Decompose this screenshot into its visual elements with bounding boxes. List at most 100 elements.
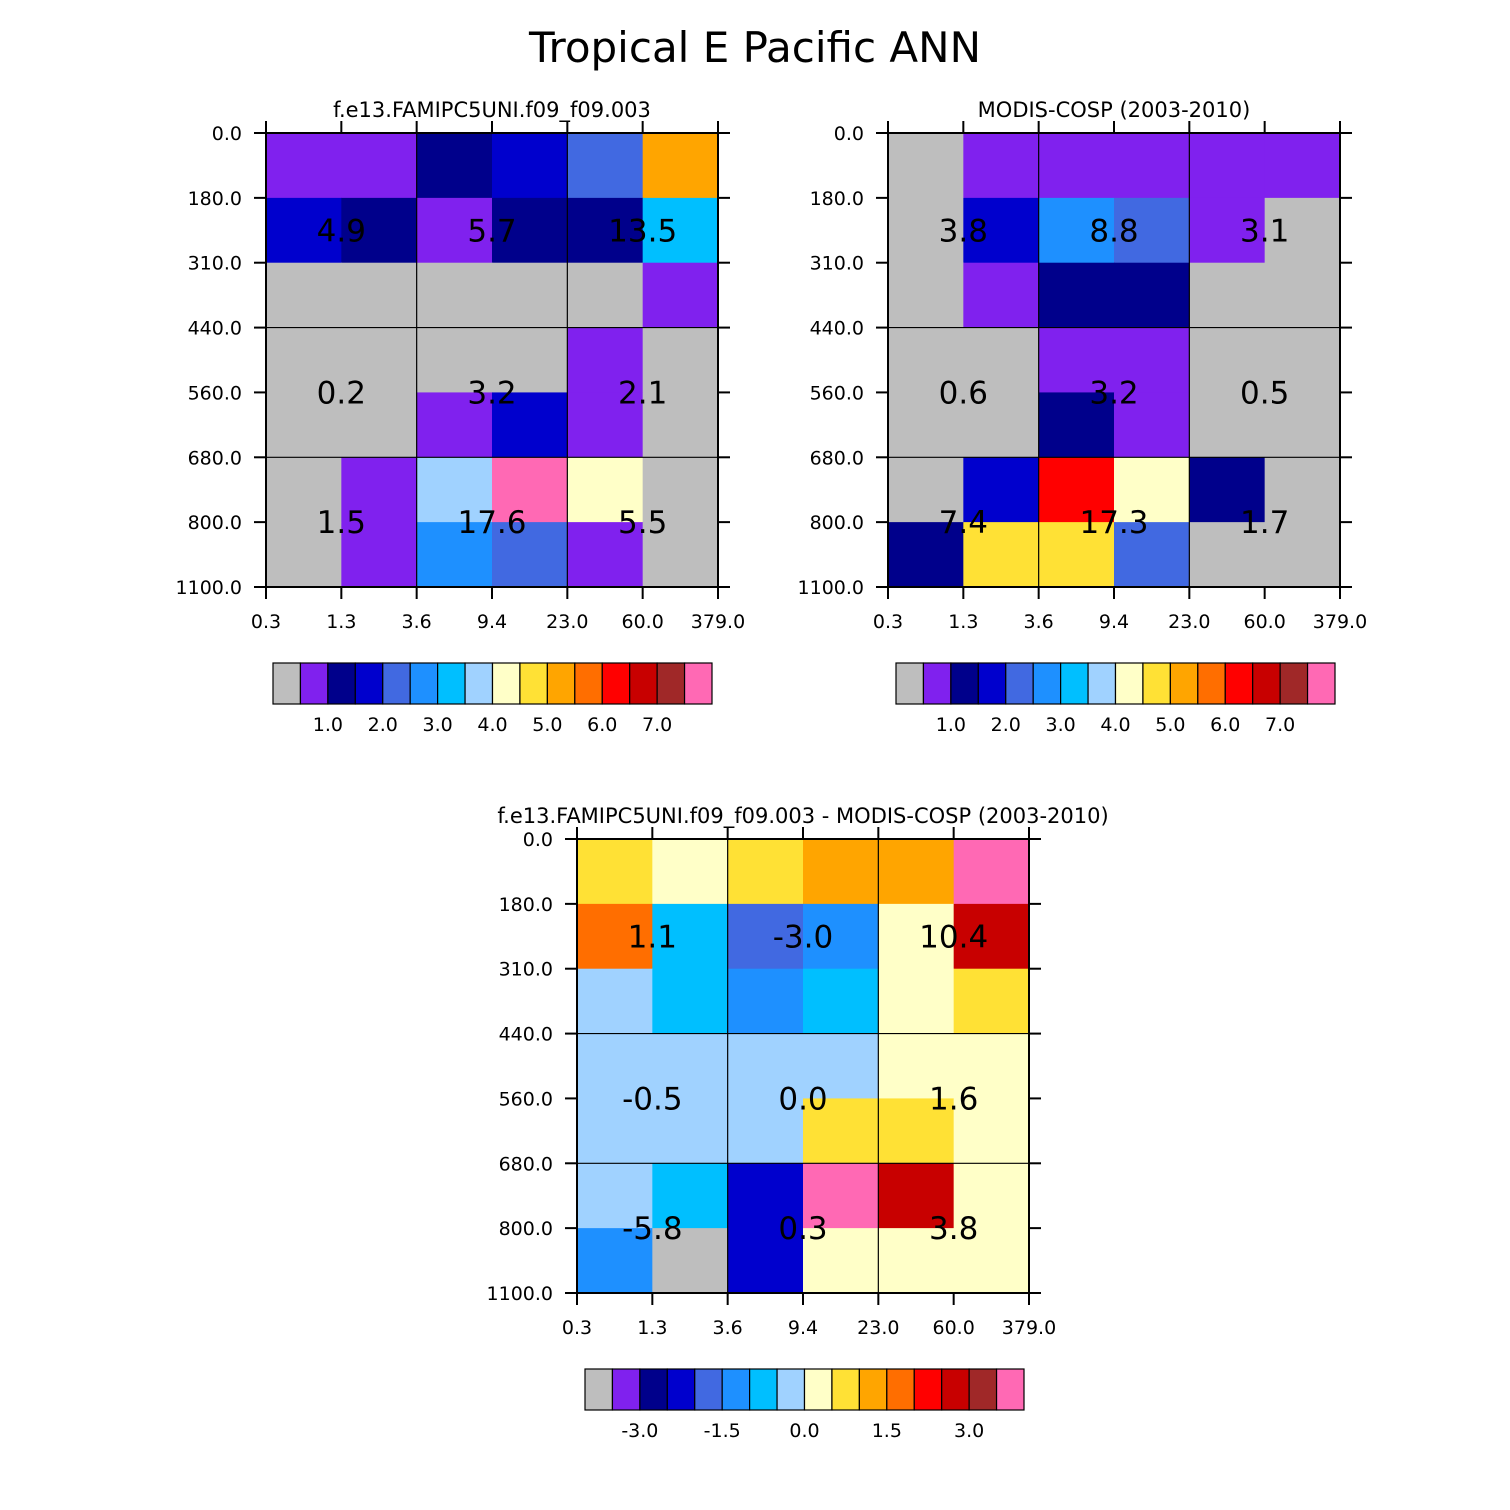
model-cell — [567, 133, 644, 199]
obs-y-tick-label: 440.0 — [810, 318, 864, 340]
model-y-tick-label: 180.0 — [188, 188, 242, 210]
obs-cell — [888, 457, 964, 523]
obs-colorbar-swatch — [1279, 662, 1309, 705]
obs-cell — [1189, 262, 1266, 329]
obs-colorbar-swatch — [1197, 662, 1226, 705]
obs-x-tick-label: 9.4 — [1099, 611, 1129, 633]
diff-cell — [803, 1033, 879, 1099]
model-x-tick-label: 1.3 — [326, 611, 356, 633]
obs-cell — [963, 133, 1040, 199]
model-colorbar-swatch — [299, 662, 329, 705]
diff-cell — [577, 903, 653, 970]
diff-cell — [652, 1163, 729, 1229]
obs-cell — [1114, 457, 1190, 523]
obs-colorbar-swatch — [1169, 662, 1199, 705]
model-cell — [416, 457, 493, 523]
obs-y-tick-label: 310.0 — [810, 253, 864, 275]
model-cell — [567, 197, 644, 264]
model-cell — [642, 522, 719, 588]
model-cell — [492, 197, 568, 264]
obs-colorbar-swatch — [1114, 662, 1144, 705]
obs-colorbar-label: 2.0 — [991, 714, 1021, 736]
model-y-tick-label: 0.0 — [212, 123, 242, 145]
model-cell — [341, 327, 418, 393]
model-colorbar-swatch — [354, 662, 384, 705]
model-cell — [266, 392, 342, 458]
obs-colorbar-swatch — [1087, 662, 1117, 705]
model-cell — [492, 133, 568, 199]
obs-cell — [888, 522, 964, 588]
obs-cell — [1264, 197, 1341, 264]
obs-cell — [1038, 457, 1115, 523]
diff-colorbar-label: 1.5 — [872, 1420, 902, 1442]
obs-cell — [1038, 392, 1115, 458]
difference-panel: f.e13.FAMIPC5UNI.f09_f09.003 - MODIS-COS… — [487, 804, 1109, 1442]
diff-cell — [652, 839, 729, 905]
diff-box-total: 0.0 — [778, 1081, 827, 1117]
diff-y-tick-label: 800.0 — [499, 1218, 553, 1240]
diff-x-tick-label: 3.6 — [713, 1317, 743, 1339]
model-colorbar-swatch — [519, 662, 548, 705]
obs-cell — [1114, 392, 1190, 458]
model-box-total: 0.2 — [317, 375, 366, 411]
obs-cell — [963, 197, 1040, 264]
obs-colorbar-swatch — [1252, 662, 1281, 705]
model-cell — [266, 262, 342, 329]
model-x-tick-label: 60.0 — [622, 611, 664, 633]
model-box-total: 17.6 — [457, 505, 526, 541]
diff-colorbar-label: -3.0 — [621, 1420, 658, 1442]
diff-cell — [953, 839, 1030, 905]
obs-cell — [1038, 327, 1115, 393]
diff-box-total: 10.4 — [919, 919, 988, 955]
diff-y-tick-label: 560.0 — [499, 1088, 553, 1110]
obs-cell — [963, 457, 1040, 523]
diff-cell — [727, 1033, 804, 1099]
model-cell — [492, 522, 568, 588]
model-cell — [266, 457, 342, 523]
diff-y-tick-label: 680.0 — [499, 1153, 553, 1175]
diff-cell — [727, 903, 804, 970]
model-colorbar-swatch — [574, 662, 603, 705]
diff-cell — [803, 839, 879, 905]
obs-colorbar-swatch — [1306, 662, 1336, 705]
diff-cell — [953, 1098, 1030, 1164]
model-cell — [567, 522, 644, 588]
obs-colorbar-label: 6.0 — [1210, 714, 1240, 736]
obs-x-tick-label: 60.0 — [1244, 611, 1286, 633]
model-box-total: 2.1 — [618, 375, 667, 411]
diff-x-tick-label: 379.0 — [1002, 1317, 1056, 1339]
diff-colorbar-label: -1.5 — [704, 1420, 741, 1442]
diff-cell — [727, 968, 804, 1035]
obs-cell — [1038, 197, 1115, 264]
obs-box-total: 0.5 — [1240, 375, 1289, 411]
model-colorbar-swatch — [272, 662, 302, 705]
obs-cell — [1189, 327, 1266, 393]
obs-box-total: 17.3 — [1079, 505, 1148, 541]
model-y-tick-label: 1100.0 — [176, 577, 242, 599]
diff-cell — [727, 1163, 804, 1229]
obs-cell — [1264, 262, 1341, 329]
diff-cell — [953, 968, 1030, 1035]
model-cell — [642, 197, 719, 264]
model-cell — [266, 522, 342, 588]
diff-box-total: -5.8 — [622, 1211, 683, 1247]
diff-x-tick-label: 9.4 — [788, 1317, 818, 1339]
obs-cell — [1114, 262, 1190, 329]
obs-cell — [1264, 133, 1341, 199]
diff-box-total: -0.5 — [622, 1081, 683, 1117]
obs-cell — [1189, 522, 1266, 588]
diff-box-total: 3.8 — [929, 1211, 978, 1247]
diff-x-tick-label: 60.0 — [933, 1317, 975, 1339]
figure-title: Tropical E Pacific ANN — [528, 23, 981, 72]
diff-x-tick-label: 1.3 — [637, 1317, 667, 1339]
model-colorbar-label: 7.0 — [642, 714, 672, 736]
diff-cell — [652, 1033, 729, 1099]
model-cell — [492, 392, 568, 458]
model-box-total: 5.5 — [618, 505, 667, 541]
obs-box-total: 3.2 — [1089, 375, 1138, 411]
diff-colorbar-swatch — [639, 1368, 668, 1411]
obs-y-tick-label: 560.0 — [810, 382, 864, 404]
diff-cell — [953, 1228, 1030, 1294]
diff-cell — [878, 1163, 955, 1229]
diff-colorbar-swatch — [995, 1368, 1025, 1411]
